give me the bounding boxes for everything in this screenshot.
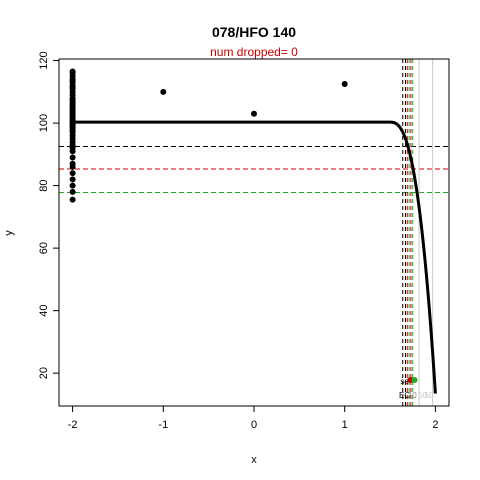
data-points	[69, 68, 348, 203]
y-tick-label: 60	[38, 242, 50, 254]
data-point	[69, 163, 76, 170]
x-axis-label: x	[251, 454, 257, 466]
annotation-label-4: 50	[425, 391, 434, 400]
fit-curve	[72, 120, 437, 394]
data-point	[69, 154, 76, 161]
reference-lines	[59, 59, 449, 406]
y-tick-label: 100	[38, 114, 50, 132]
fit-curve-group	[72, 120, 437, 394]
chart-title: 078/HFO 140	[212, 24, 296, 40]
y-tick-label: 120	[38, 51, 50, 69]
data-point	[251, 110, 257, 117]
x-tick-label: -1	[158, 419, 168, 431]
y-tick-label: 40	[38, 305, 50, 317]
data-point	[69, 68, 76, 75]
x-tick-label: 0	[251, 419, 257, 431]
x-tick-label: 2	[432, 419, 438, 431]
y-tick-label: 80	[38, 179, 50, 191]
y-axis-label: y	[3, 230, 15, 236]
x-tick-label: 1	[342, 419, 348, 431]
data-point	[69, 182, 76, 189]
data-point	[160, 88, 167, 95]
x-tick-label: -2	[68, 419, 78, 431]
data-point	[69, 188, 76, 195]
annotation-label-2: 10	[408, 391, 417, 400]
plot-frame	[58, 58, 450, 407]
data-point	[341, 81, 348, 88]
annotation-label-1: EC	[399, 391, 410, 400]
data-point	[69, 77, 76, 84]
annotation-label-0: se	[400, 377, 409, 386]
data-point	[69, 196, 76, 203]
y-tick-label: 20	[38, 367, 50, 379]
chart-subtitle: num dropped= 0	[210, 45, 298, 59]
data-point	[69, 170, 76, 177]
data-point	[69, 176, 76, 183]
annotation-label-3: 50	[418, 391, 427, 400]
annotation-marker-1	[411, 377, 418, 384]
axes: -2 -1 0 1 2 20 40 60 80 100 120	[38, 51, 438, 431]
data-point	[69, 84, 76, 91]
data-point	[69, 148, 76, 155]
